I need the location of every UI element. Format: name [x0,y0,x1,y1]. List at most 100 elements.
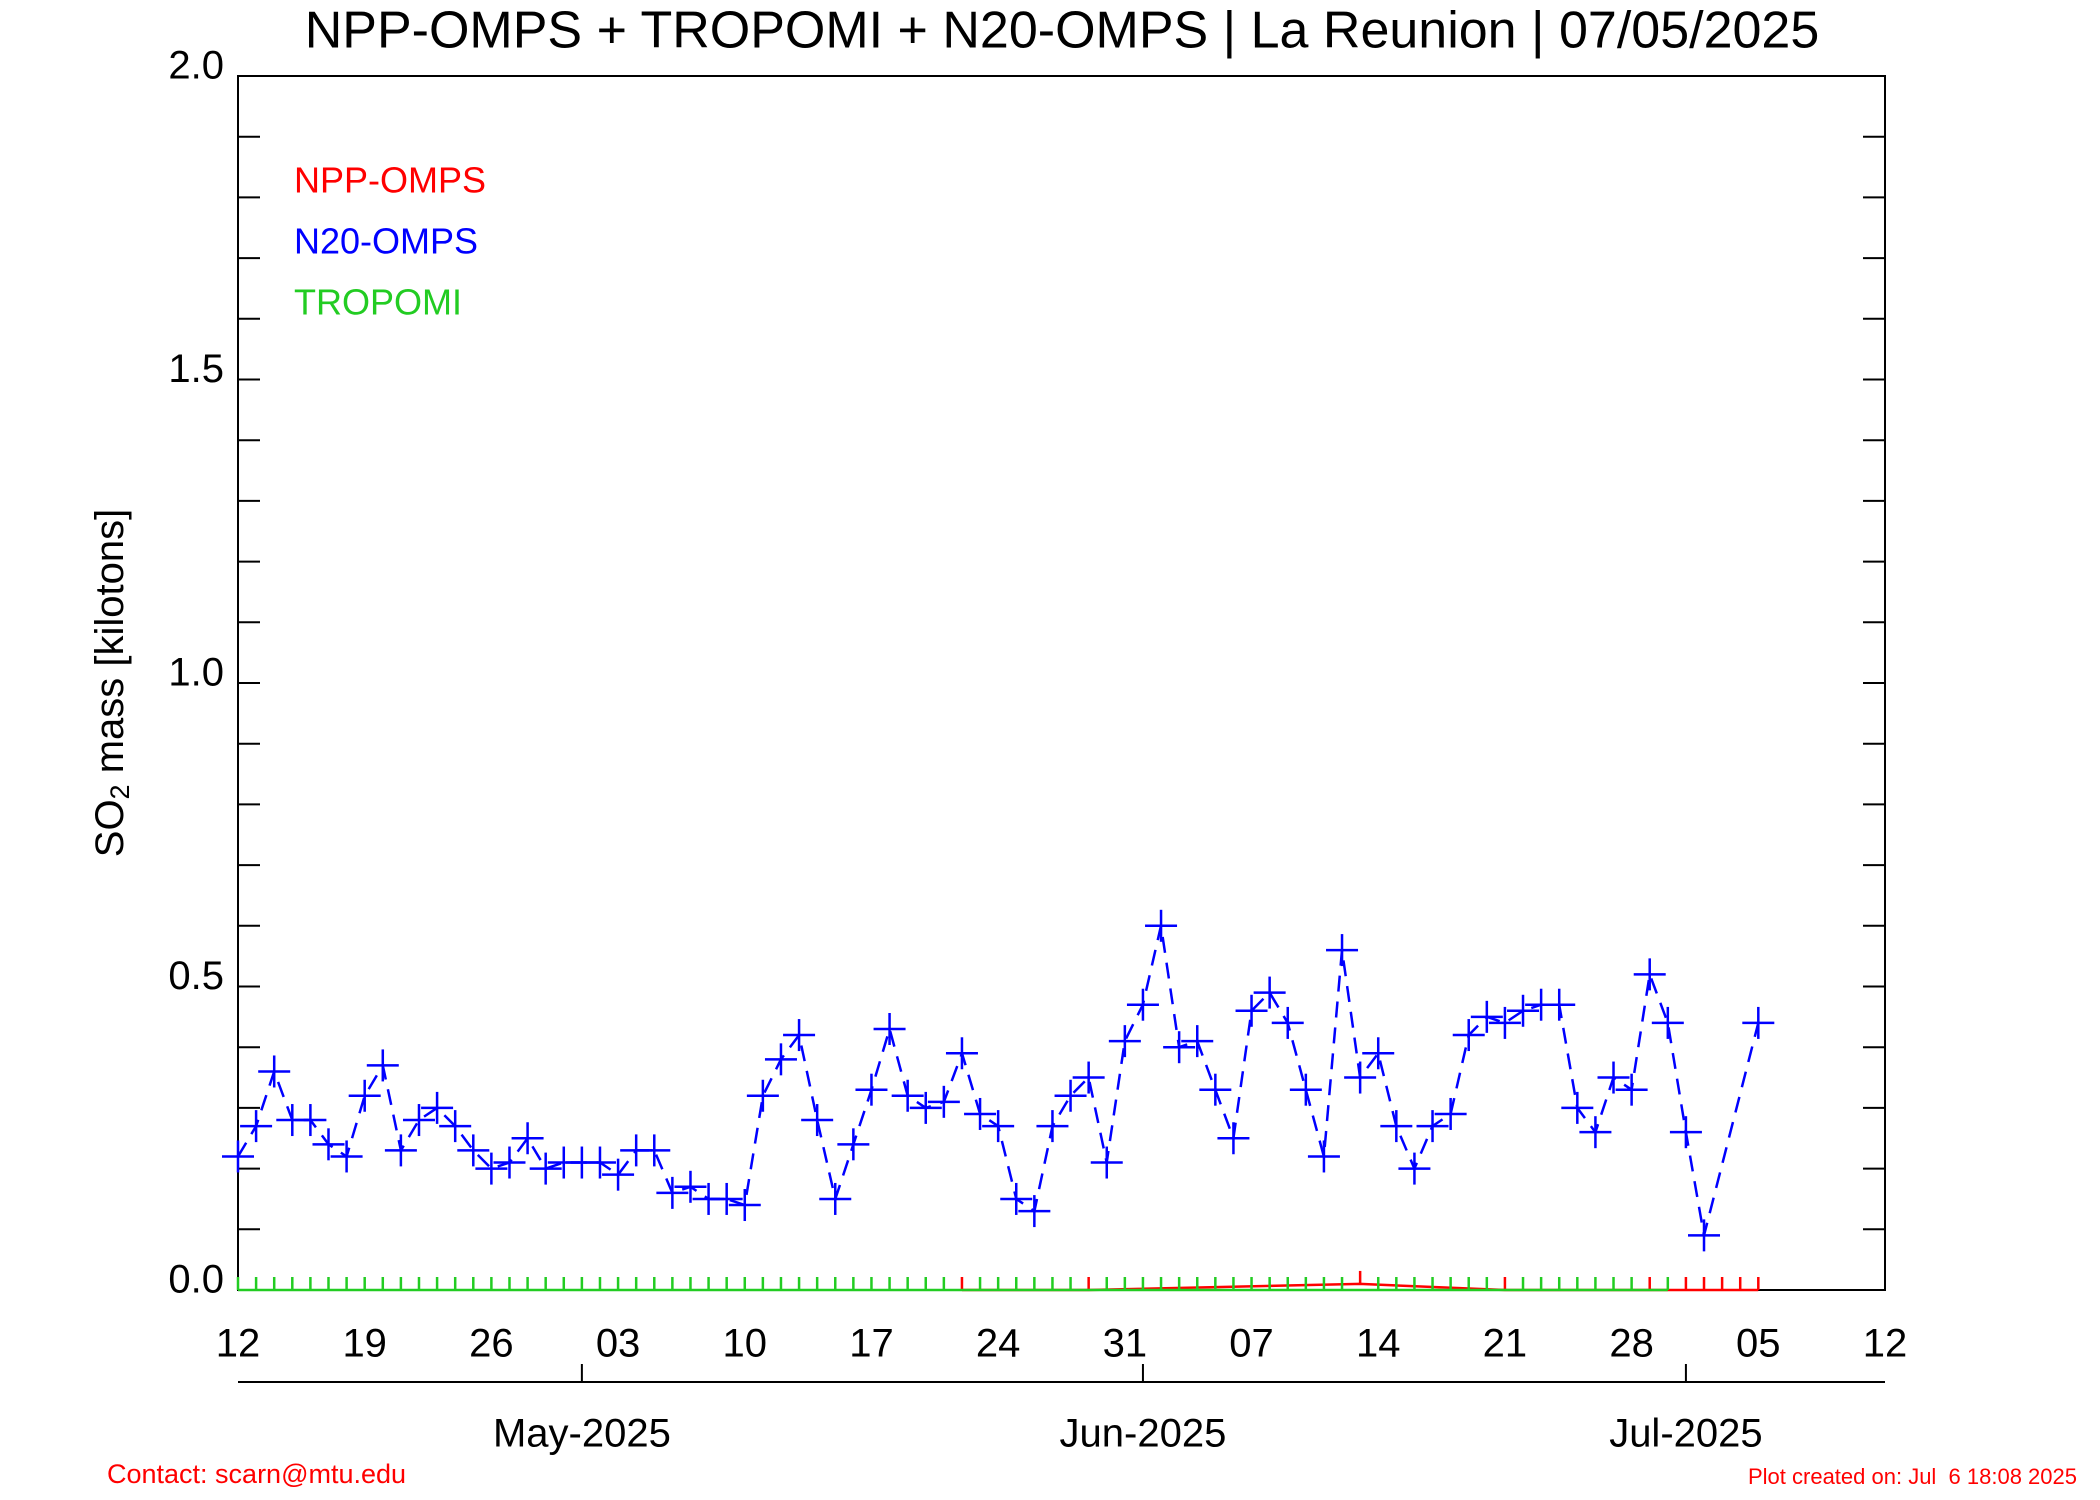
data-point [728,1189,761,1222]
data-point [583,1146,616,1179]
data-point [1561,1091,1594,1124]
data-point [1145,909,1178,942]
month-tick-label: May-2025 [493,1412,671,1456]
data-point [1579,1116,1612,1149]
data-point [964,1097,997,1130]
x-tick-label: 28 [1609,1322,1654,1366]
data-point [1090,1146,1123,1179]
chart-title: NPP-OMPS + TROPOMI + N20-OMPS | La Reuni… [305,2,1820,60]
data-point [1470,1000,1503,1033]
data-point [783,1019,816,1052]
x-tick-label: 12 [1863,1322,1908,1366]
x-tick-label: 31 [1103,1322,1148,1366]
y-tick-label: 0.5 [168,954,224,998]
data-point [1271,1006,1304,1039]
data-point [384,1134,417,1167]
data-point [1126,988,1159,1021]
y-tick-label: 1.0 [168,651,224,695]
data-point [1742,1006,1775,1039]
data-point [529,1152,562,1185]
data-point [837,1128,870,1161]
month-tick-label: Jul-2025 [1609,1412,1762,1456]
data-point [1651,1006,1684,1039]
data-point [674,1170,707,1203]
data-point [1163,1031,1196,1064]
data-point [819,1182,852,1215]
data-point [945,1037,978,1070]
x-tick-label: 14 [1356,1322,1401,1366]
x-tick-label: 07 [1229,1322,1274,1366]
x-tick-label: 21 [1483,1322,1528,1366]
data-point [602,1158,635,1191]
data-point [475,1152,508,1185]
data-point [1597,1061,1630,1094]
data-point [1235,994,1268,1027]
y-axis-label: SO2 mass [kilotons] [88,509,136,857]
data-point [258,1055,291,1088]
data-point [1488,1006,1521,1039]
data-point [1217,1122,1250,1155]
data-point [710,1182,743,1215]
data-point [873,1012,906,1045]
data-point [1307,1140,1340,1173]
data-point [764,1043,797,1076]
data-point [366,1049,399,1082]
footer-created: Plot created on: Jul 6 18:08 2025 [1748,1464,2077,1489]
data-point [1688,1219,1721,1252]
x-tick-label: 10 [723,1322,768,1366]
y-label-main: SO [88,799,132,857]
data-point [312,1128,345,1161]
x-tick-label: 05 [1736,1322,1781,1366]
y-label-rest: mass [kilotons] [88,509,132,785]
data-point [1181,1025,1214,1058]
data-point [927,1085,960,1118]
data-point [294,1104,327,1137]
data-point [1452,1019,1485,1052]
data-point [1416,1110,1449,1143]
data-point [1018,1195,1051,1228]
data-point [1362,1037,1395,1070]
legend-entry: NPP-OMPS [294,160,486,201]
data-point [493,1146,526,1179]
y-tick-label: 2.0 [168,44,224,88]
data-point [240,1110,273,1143]
data-point [1289,1073,1322,1106]
data-point [1398,1152,1431,1185]
data-point [1543,988,1576,1021]
data-point [348,1079,381,1112]
data-point [982,1110,1015,1143]
data-point [222,1140,254,1173]
data-point [1108,1025,1141,1058]
x-tick-label: 19 [342,1322,387,1366]
data-point [330,1140,363,1173]
legend-entry: TROPOMI [294,282,462,323]
data-point [909,1091,942,1124]
x-tick-label: 17 [849,1322,894,1366]
y-tick-label: 0.0 [168,1258,224,1302]
data-point [457,1134,490,1167]
data-point [746,1079,779,1112]
x-tick-label: 12 [216,1322,261,1366]
x-tick-label: 26 [469,1322,514,1366]
data-point [1072,1061,1105,1094]
plot-frame [237,75,1886,1291]
footer-contact: Contact: scarn@mtu.edu [107,1459,406,1489]
data-point [1199,1073,1232,1106]
data-point [855,1073,888,1106]
y-label-sub: 2 [105,784,135,799]
data-point [1669,1116,1702,1149]
data-point [1507,994,1540,1027]
data-point [1326,934,1359,967]
data-point [421,1091,454,1124]
data-point [1434,1097,1467,1130]
data-point [511,1122,544,1155]
data-point [891,1079,924,1112]
y-tick-label: 1.5 [168,347,224,391]
x-tick-label: 24 [976,1322,1021,1366]
data-point [402,1104,435,1137]
data-point [1036,1110,1069,1143]
data-point [656,1176,689,1209]
data-point [1633,958,1666,991]
legend-entry: N20-OMPS [294,221,478,262]
